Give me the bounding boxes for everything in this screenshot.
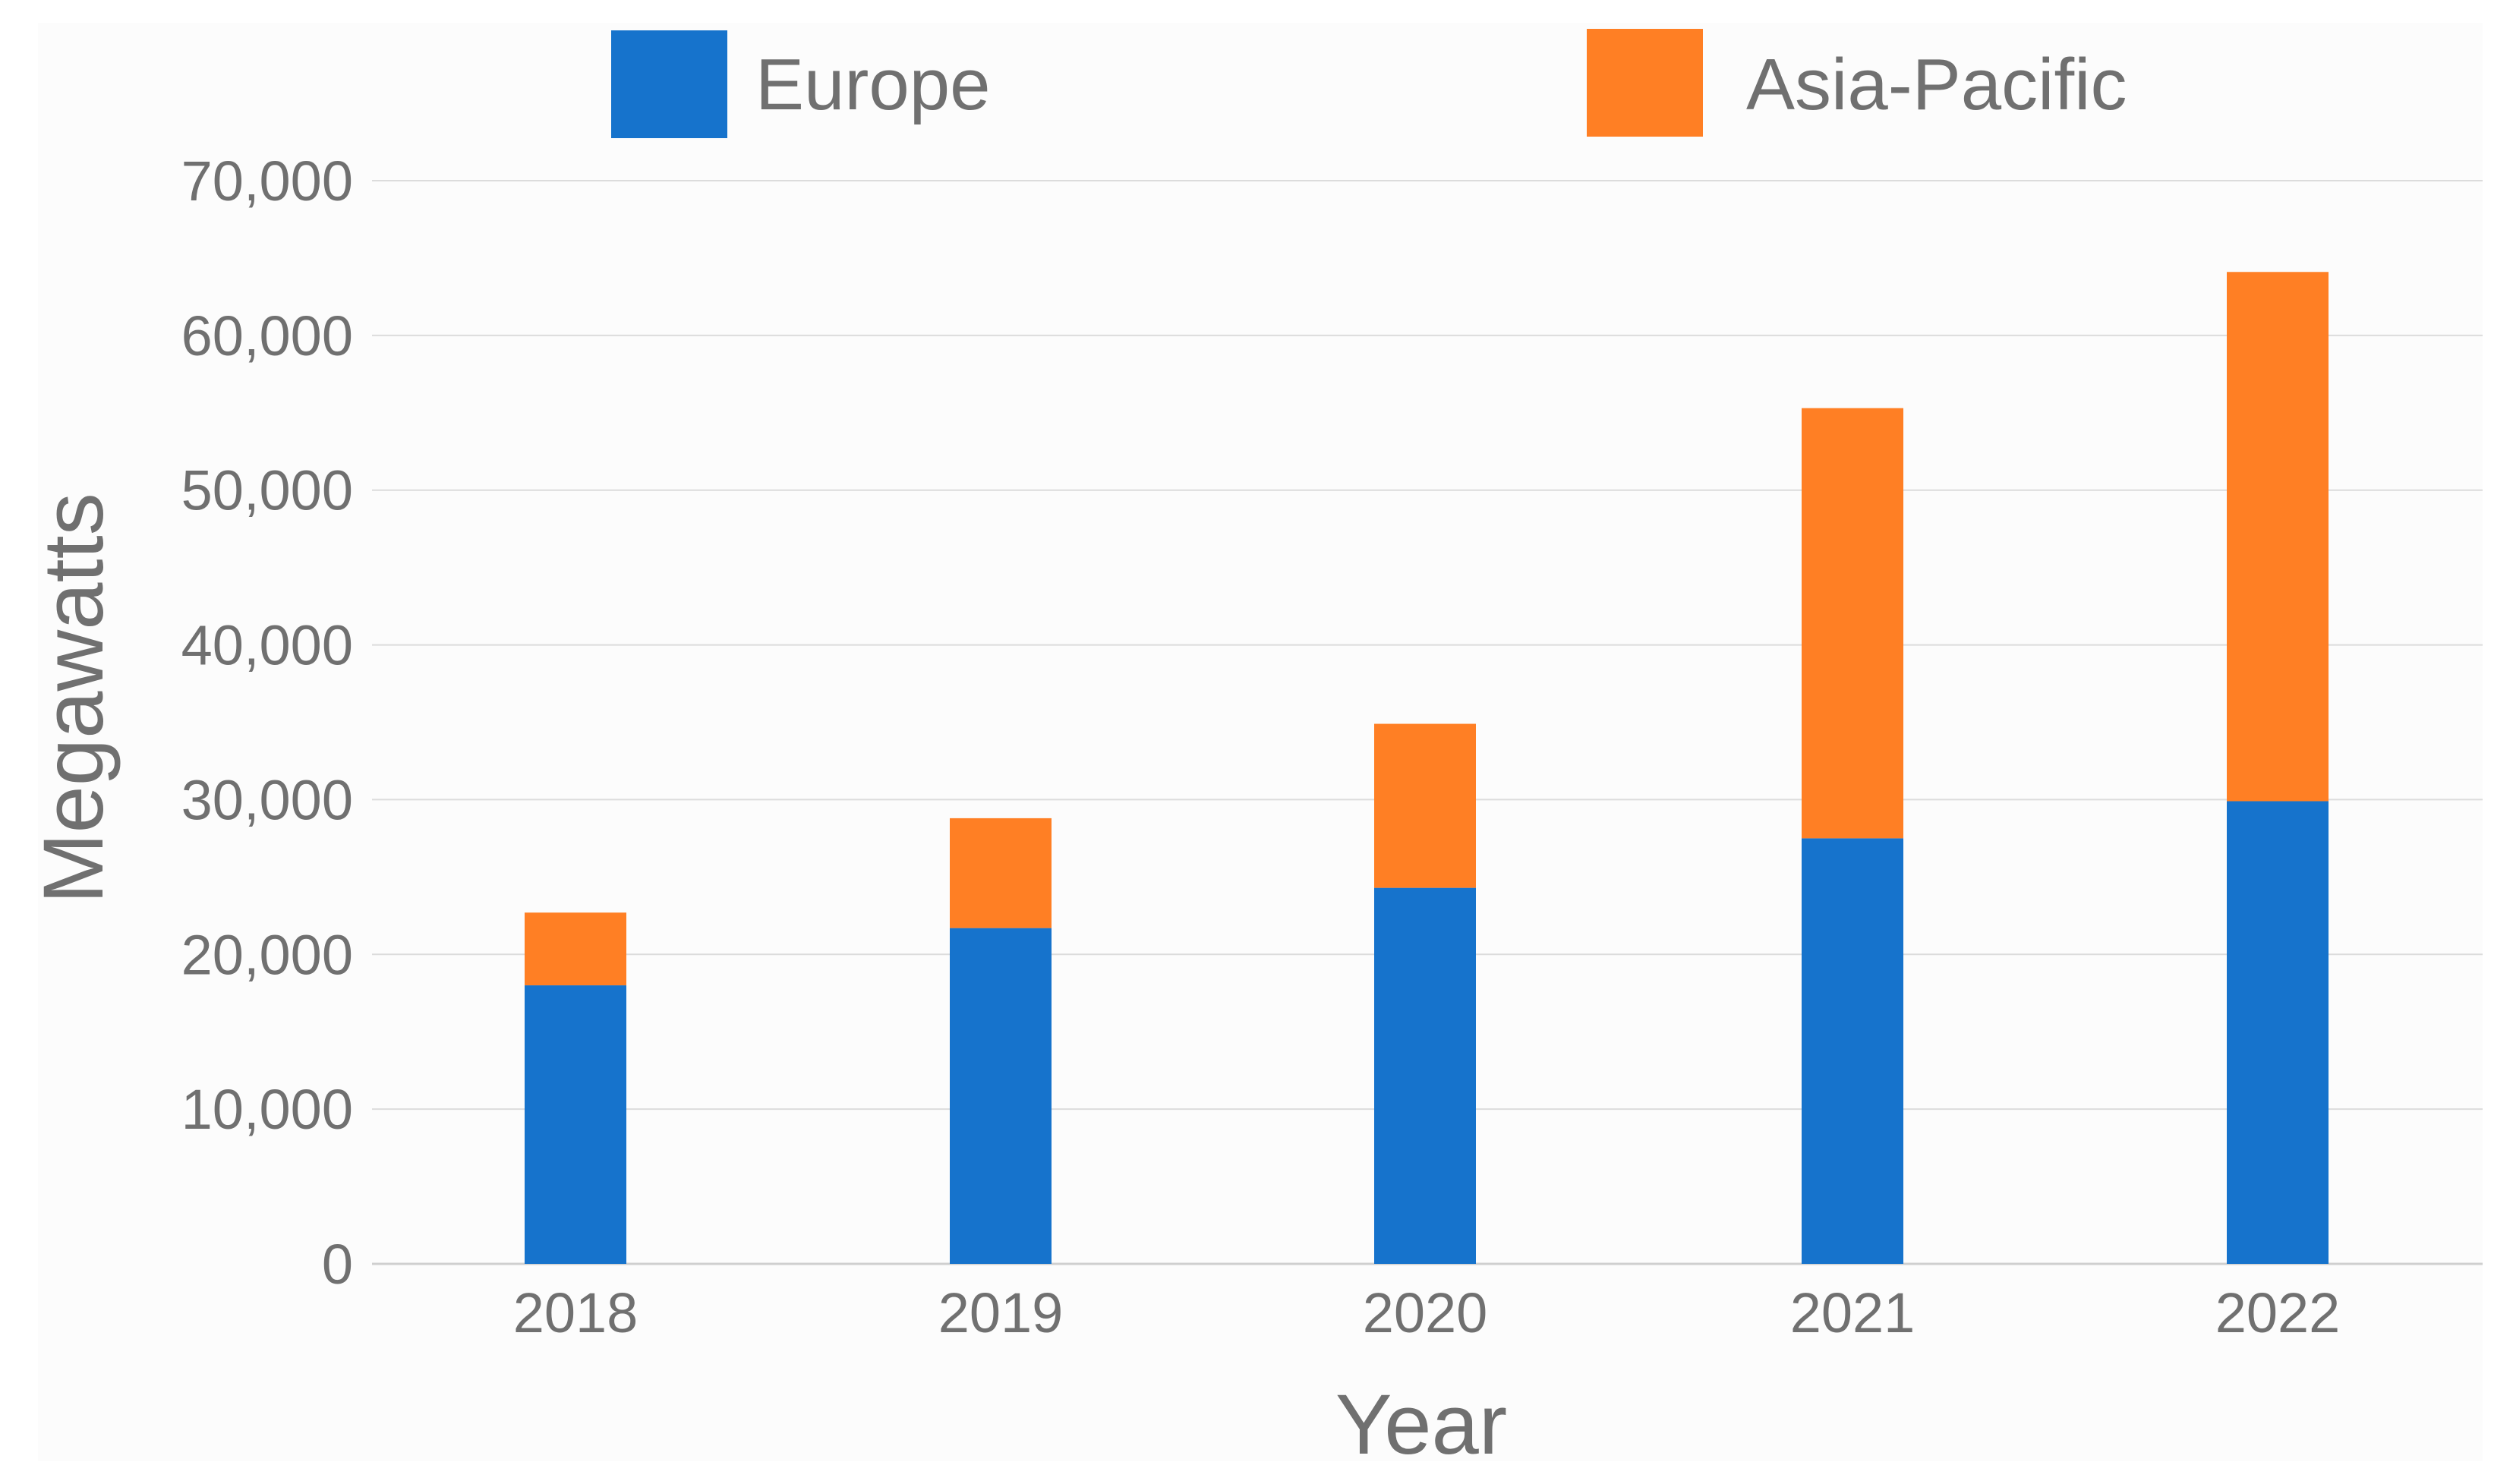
- bar-asia-pacific-2020: [1374, 723, 1476, 888]
- bar-asia-pacific-2019: [950, 818, 1052, 928]
- y-axis-tick-labels: 0 10,000 20,000 30,000 40,000 50,000 60,000 70,…: [181, 150, 353, 1296]
- x-axis-tick-labels: 2018 2019 2020 2021 2022: [513, 1281, 2341, 1344]
- bar-europe-2021: [1802, 838, 1903, 1264]
- x-tick-label: 2020: [1363, 1281, 1488, 1344]
- y-tick-label: 30,000: [181, 768, 353, 831]
- legend-swatch-asia-pacific: [1587, 29, 1703, 137]
- legend-label-europe: Europe: [755, 44, 991, 125]
- y-tick-label: 40,000: [181, 614, 353, 677]
- y-axis-title: Megawatts: [26, 493, 121, 904]
- y-tick-label: 70,000: [181, 150, 353, 213]
- x-tick-label: 2019: [938, 1281, 1064, 1344]
- bar-asia-pacific-2022: [2227, 272, 2329, 802]
- x-axis-title: Year: [1335, 1377, 1507, 1472]
- bars: [525, 272, 2329, 1264]
- y-tick-label: 0: [322, 1233, 353, 1296]
- x-tick-label: 2021: [1790, 1281, 1915, 1344]
- bar-europe-2020: [1374, 887, 1476, 1264]
- y-tick-label: 20,000: [181, 923, 353, 986]
- bar-europe-2018: [525, 985, 626, 1264]
- y-tick-label: 60,000: [181, 304, 353, 367]
- legend-label-asia-pacific: Asia-Pacific: [1746, 44, 2127, 125]
- bar-europe-2022: [2227, 801, 2329, 1264]
- legend-swatch-europe: [611, 30, 727, 138]
- bar-asia-pacific-2021: [1802, 408, 1903, 839]
- y-tick-label: 10,000: [181, 1078, 353, 1141]
- x-tick-label: 2022: [2215, 1281, 2341, 1344]
- bar-europe-2019: [950, 928, 1052, 1264]
- legend: Europe Asia-Pacific: [611, 29, 2127, 138]
- x-tick-label: 2018: [513, 1281, 638, 1344]
- bar-asia-pacific-2018: [525, 912, 626, 986]
- plot-background: [38, 23, 2483, 1461]
- y-tick-label: 50,000: [181, 459, 353, 522]
